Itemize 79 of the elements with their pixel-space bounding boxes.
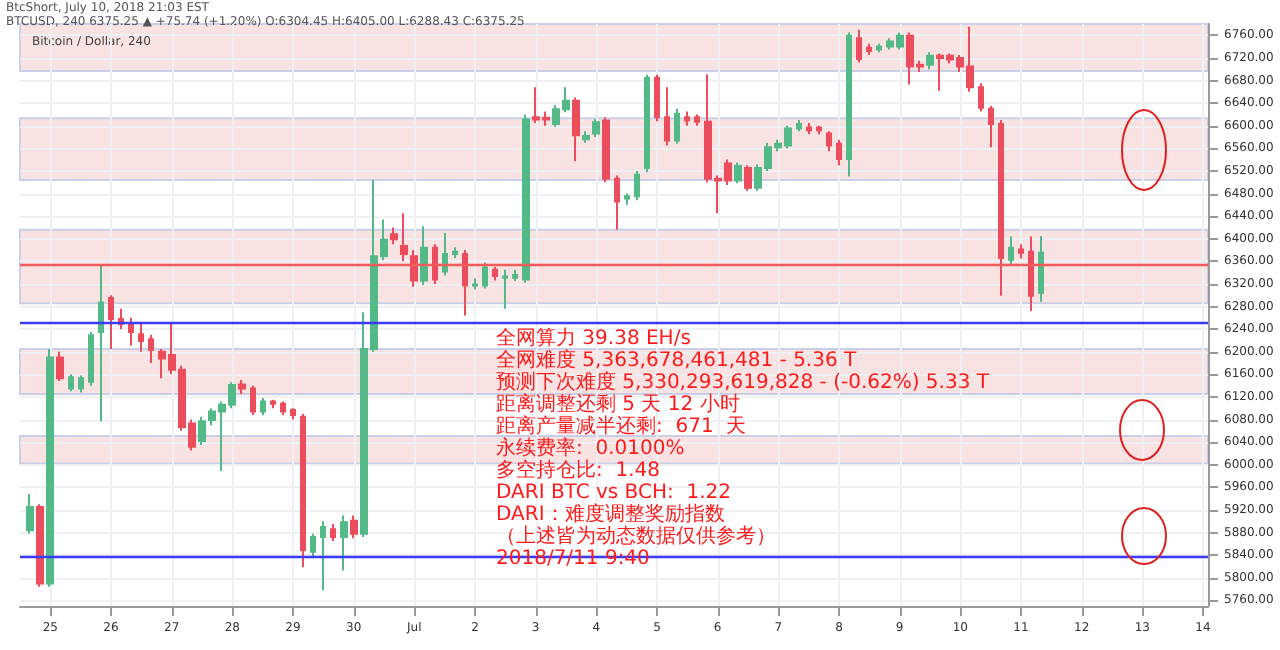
candlestick bbox=[452, 246, 458, 259]
candlestick bbox=[148, 333, 154, 365]
annotation: 预测下次难度 5,330,293,619,828 - (-0.62%) 5.33 T bbox=[496, 370, 991, 394]
candlestick bbox=[502, 268, 508, 310]
candlestick bbox=[462, 249, 468, 317]
candlestick bbox=[472, 277, 478, 291]
candlestick bbox=[78, 374, 84, 394]
candlestick bbox=[664, 86, 670, 147]
annotation: DARI：难度调整奖励指数 bbox=[496, 502, 725, 526]
candlestick bbox=[420, 225, 428, 287]
candlestick bbox=[866, 42, 872, 57]
annotation: 全网难度 5,363,678,461,481 - 5.36 T bbox=[496, 348, 859, 372]
candlestick bbox=[340, 514, 348, 572]
candlestick bbox=[624, 192, 630, 206]
candlestick bbox=[998, 119, 1004, 297]
candlestick bbox=[492, 265, 498, 282]
candlestick bbox=[684, 110, 690, 127]
candlestick bbox=[138, 322, 144, 353]
candlestick bbox=[442, 232, 448, 277]
candlestick bbox=[36, 503, 44, 588]
candlestick bbox=[128, 316, 134, 347]
candlestick bbox=[836, 138, 842, 167]
candlestick bbox=[270, 398, 276, 410]
candlestick bbox=[602, 116, 610, 184]
candlestick bbox=[644, 73, 650, 174]
candlestick bbox=[390, 226, 398, 246]
candlestick bbox=[1028, 235, 1034, 313]
candlestick bbox=[512, 268, 518, 283]
candlestick bbox=[350, 514, 358, 540]
candlestick bbox=[26, 493, 34, 535]
annotation: DARI BTC vs BCH: 1.22 bbox=[496, 482, 731, 504]
candlestick bbox=[796, 119, 802, 133]
candlestick bbox=[694, 113, 700, 127]
candlestick bbox=[250, 384, 256, 417]
annotation: 距离调整还剩 5 天 12 小时 bbox=[496, 392, 740, 416]
candlestick bbox=[108, 294, 114, 350]
candlestick bbox=[280, 400, 286, 417]
candlestick bbox=[856, 28, 862, 64]
candlestick bbox=[744, 164, 752, 192]
candlestick bbox=[320, 520, 326, 592]
annotation: 永续费率: 0.0100% bbox=[496, 436, 685, 460]
candlestick bbox=[654, 73, 660, 123]
candlestick bbox=[330, 523, 336, 543]
candlestick bbox=[1038, 234, 1044, 303]
candlestick bbox=[846, 31, 852, 178]
candlestick bbox=[98, 264, 104, 423]
candlestick bbox=[410, 249, 418, 288]
annotation: （上述皆为动态数据仅供参考） bbox=[496, 524, 776, 548]
candlestick bbox=[806, 121, 812, 136]
candlestick bbox=[592, 117, 600, 139]
candlestick bbox=[572, 96, 580, 163]
candlestick bbox=[88, 330, 94, 387]
candlestick bbox=[290, 407, 296, 421]
candlestick bbox=[876, 42, 882, 54]
candlestick bbox=[68, 373, 74, 393]
candlestick bbox=[400, 212, 408, 263]
annotation: 全网算力 39.38 EH/s bbox=[496, 326, 691, 350]
candlestick bbox=[522, 113, 530, 284]
candlestick bbox=[988, 104, 994, 149]
candlestick bbox=[260, 397, 266, 417]
candlestick bbox=[300, 412, 306, 569]
candlestick bbox=[978, 82, 984, 113]
candlestick bbox=[926, 51, 934, 71]
candlestick bbox=[634, 169, 640, 202]
candlestick bbox=[56, 350, 64, 383]
candlestick bbox=[614, 174, 620, 231]
candlestick bbox=[1008, 235, 1014, 266]
candlestick bbox=[674, 107, 680, 145]
candlestick bbox=[1018, 243, 1024, 260]
candlestick bbox=[238, 378, 246, 396]
annotation: 距离产量减半还剩: 671 天 bbox=[496, 414, 747, 438]
candlestick bbox=[826, 130, 832, 153]
candlestick bbox=[310, 532, 316, 559]
candlestick bbox=[816, 124, 822, 136]
candlestick bbox=[582, 130, 590, 144]
candlestick bbox=[432, 243, 438, 285]
annotation: 多空持仓比: 1.48 bbox=[496, 458, 660, 482]
candlestick bbox=[482, 261, 488, 290]
candlestick bbox=[734, 161, 742, 185]
